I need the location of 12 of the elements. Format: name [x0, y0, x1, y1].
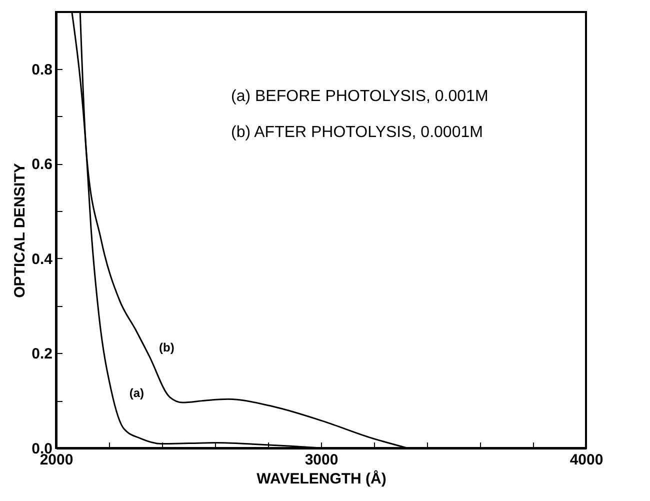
annotation: (b) AFTER PHOTOLYSIS, 0.0001M — [231, 124, 483, 141]
y-tick-label: 0.4 — [32, 250, 54, 268]
y-axis-title: OPTICAL DENSITY — [12, 163, 29, 298]
x-tick-label: 4000 — [570, 452, 604, 468]
y-tick-label: 0.8 — [32, 61, 52, 78]
x-axis-title: WAVELENGTH (Å) — [256, 470, 386, 488]
y-tick-label: 0.2 — [32, 346, 52, 363]
series-label: (a) — [129, 386, 144, 400]
x-tick-label: 3000 — [304, 452, 338, 468]
annotation: (a) BEFORE PHOTOLYSIS, 0.001M — [231, 88, 488, 105]
series-label: (b) — [159, 340, 174, 355]
y-tick-label: 0.6 — [32, 156, 52, 174]
